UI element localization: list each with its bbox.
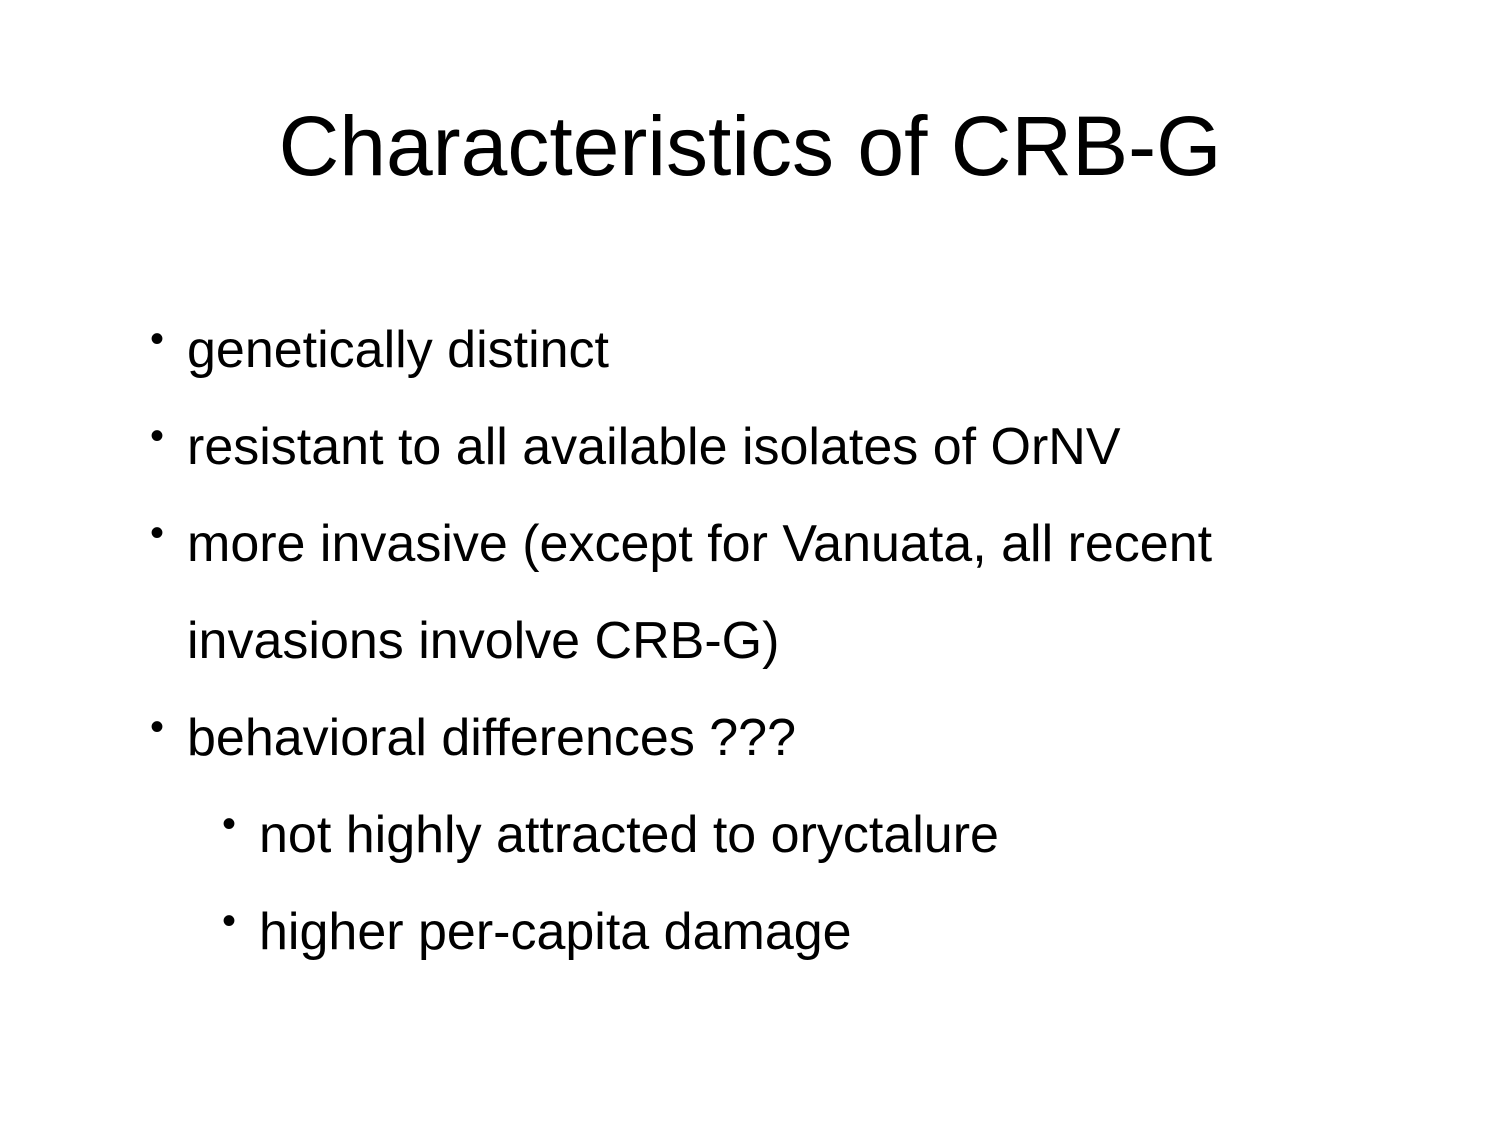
bullet-dot-icon: • [150, 511, 165, 555]
bullet-text: resistant to all available isolates of O… [187, 418, 1121, 476]
bullet-item: • more invasive (except for Vanuata, all… [150, 496, 1390, 690]
bullet-text: higher per-capita damage [259, 903, 852, 961]
sub-bullet-item: • higher per-capita damage [222, 884, 1390, 981]
bullet-text: genetically distinct [187, 321, 609, 379]
bullet-list: • genetically distinct • resistant to al… [150, 302, 1390, 981]
bullet-dot-icon: • [150, 317, 165, 361]
slide-title: Characteristics of CRB-G [278, 99, 1222, 193]
bullet-text: more invasive (except for Vanuata, all r… [187, 515, 1213, 670]
bullet-item: • behavioral differences ??? [150, 690, 1390, 787]
bullet-dot-icon: • [222, 802, 237, 846]
bullet-dot-icon: • [222, 899, 237, 943]
sub-bullet-item: • not highly attracted to oryctalure [222, 787, 1390, 884]
bullet-item: • resistant to all available isolates of… [150, 399, 1390, 496]
bullet-text: not highly attracted to oryctalure [259, 806, 999, 864]
bullet-text: behavioral differences ??? [187, 709, 797, 767]
bullet-dot-icon: • [150, 414, 165, 458]
bullet-item: • genetically distinct [150, 302, 1390, 399]
bullet-dot-icon: • [150, 705, 165, 749]
